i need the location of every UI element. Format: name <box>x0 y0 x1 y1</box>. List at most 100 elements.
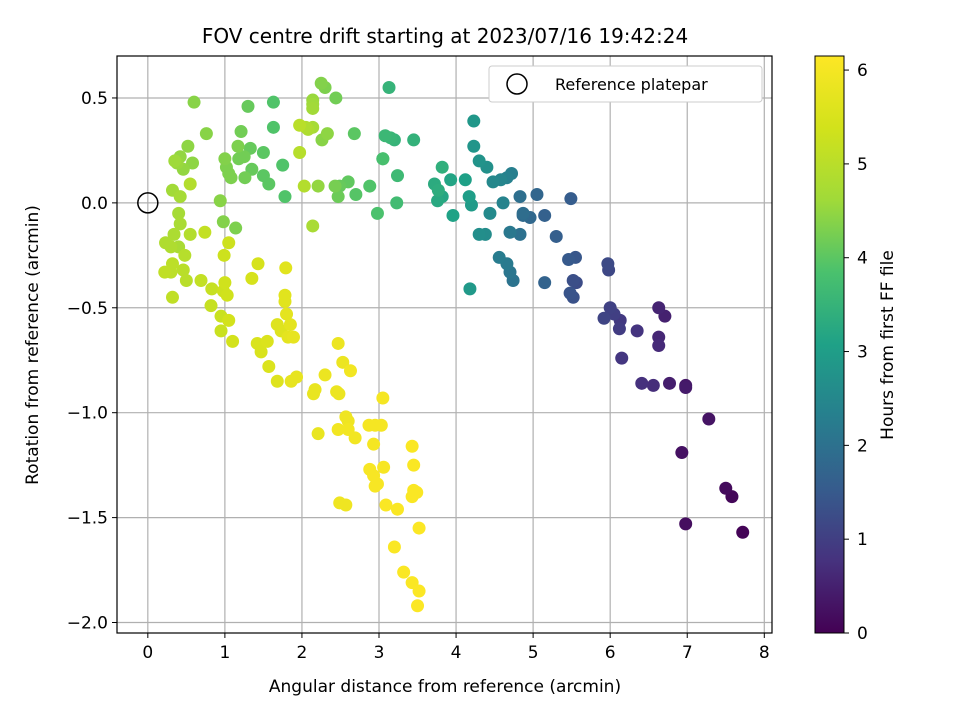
data-point <box>347 127 361 141</box>
data-point <box>603 301 617 315</box>
reference-marker-group <box>137 192 159 214</box>
data-point <box>376 152 390 166</box>
y-tick-label: −2.0 <box>67 614 108 634</box>
data-point <box>379 498 393 512</box>
data-point <box>679 517 693 531</box>
x-axis-label: Angular distance from reference (arcmin) <box>269 677 621 697</box>
data-point <box>387 540 401 554</box>
x-tick-label: 3 <box>374 643 385 663</box>
data-point <box>472 227 486 241</box>
data-point <box>615 351 629 365</box>
data-point <box>198 225 212 239</box>
data-point <box>266 95 280 109</box>
x-tick-label: 1 <box>219 643 230 663</box>
data-point <box>256 169 270 183</box>
data-point <box>279 261 293 275</box>
data-point <box>431 194 445 208</box>
chart-title: FOV centre drift starting at 2023/07/16 … <box>202 24 688 48</box>
data-point <box>270 374 284 388</box>
data-point <box>407 133 421 147</box>
data-point <box>377 460 391 474</box>
data-point <box>374 418 388 432</box>
data-point <box>370 477 384 491</box>
data-point <box>179 274 193 288</box>
data-point <box>390 169 404 183</box>
data-point <box>410 485 424 499</box>
data-point <box>173 190 187 204</box>
data-point <box>652 301 666 315</box>
data-point <box>278 294 292 308</box>
data-point <box>159 236 173 250</box>
x-tick-label: 8 <box>759 643 770 663</box>
data-point <box>462 190 476 204</box>
data-point <box>390 502 404 516</box>
x-tick-label: 0 <box>142 643 153 663</box>
data-point <box>186 156 200 170</box>
data-point <box>370 206 384 220</box>
data-point <box>245 271 259 285</box>
data-point <box>339 410 353 424</box>
data-point <box>564 192 578 206</box>
data-point <box>251 257 265 271</box>
data-point <box>601 257 615 271</box>
x-tick-label: 4 <box>451 643 462 663</box>
data-point <box>376 391 390 405</box>
data-point <box>320 127 334 141</box>
data-point <box>181 139 195 153</box>
data-point <box>331 190 345 204</box>
data-point <box>612 322 626 336</box>
data-point <box>158 265 172 279</box>
data-point <box>328 179 342 193</box>
data-point <box>218 276 232 290</box>
data-point <box>306 101 320 115</box>
data-point <box>431 183 445 197</box>
data-point <box>290 370 304 384</box>
y-axis-ticks: −2.0 −1.5 −1.0 −0.5 0.0 0.5 <box>67 89 117 634</box>
data-point <box>566 274 580 288</box>
plot-frame <box>116 55 773 634</box>
data-point <box>293 118 307 132</box>
data-point <box>331 422 345 436</box>
data-point <box>549 229 563 243</box>
data-point <box>630 324 644 338</box>
data-point <box>256 146 270 160</box>
y-tick-label: −0.5 <box>67 299 108 319</box>
data-point <box>407 458 421 472</box>
colorbar-tick-label: 6 <box>857 61 868 81</box>
data-point <box>232 152 246 166</box>
data-point <box>234 125 248 139</box>
data-point <box>483 206 497 220</box>
data-point <box>472 154 486 168</box>
data-point <box>216 215 230 229</box>
data-point <box>378 129 392 143</box>
data-point <box>183 177 197 191</box>
data-point <box>367 437 381 451</box>
data-point <box>513 190 527 204</box>
data-point <box>176 263 190 277</box>
data-point <box>349 187 363 201</box>
colorbar-label: Hours from first FF file <box>878 250 898 440</box>
data-point <box>168 154 182 168</box>
data-point <box>458 173 472 187</box>
y-tick-label: 0.0 <box>81 194 108 214</box>
data-point <box>702 412 716 426</box>
data-point <box>538 276 552 290</box>
data-point <box>286 330 300 344</box>
data-point <box>308 383 322 397</box>
y-axis-label: Rotation from reference (arcmin) <box>23 205 43 485</box>
data-point <box>222 313 236 327</box>
data-point <box>276 158 290 172</box>
y-tick-label: −1.5 <box>67 509 108 529</box>
data-point <box>293 146 307 160</box>
data-point <box>635 376 649 390</box>
data-point <box>318 368 332 382</box>
data-point <box>260 334 274 348</box>
colorbar-gradient <box>814 55 845 634</box>
data-point <box>597 311 611 325</box>
data-point <box>390 196 404 210</box>
data-point <box>218 152 232 166</box>
data-point <box>217 248 231 262</box>
data-point <box>411 599 425 613</box>
x-tick-label: 6 <box>605 643 616 663</box>
data-point <box>199 127 213 141</box>
